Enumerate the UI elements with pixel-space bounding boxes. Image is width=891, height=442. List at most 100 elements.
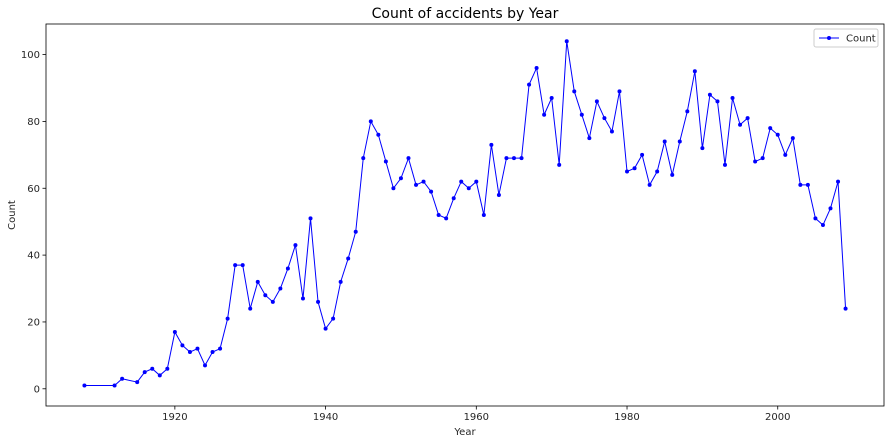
data-point bbox=[783, 152, 788, 157]
x-tick-label: 2000 bbox=[765, 412, 790, 423]
legend-box bbox=[813, 28, 879, 48]
data-point bbox=[391, 186, 396, 191]
legend-label: Count bbox=[846, 34, 876, 45]
data-point bbox=[625, 169, 630, 174]
data-point bbox=[640, 152, 645, 157]
data-point bbox=[519, 156, 524, 161]
data-point bbox=[820, 223, 825, 228]
data-point bbox=[511, 156, 516, 161]
data-point bbox=[496, 192, 501, 197]
data-point bbox=[331, 316, 336, 321]
data-point bbox=[542, 112, 547, 117]
data-point bbox=[135, 380, 140, 385]
data-point bbox=[248, 306, 253, 311]
legend-marker bbox=[827, 36, 831, 40]
data-point bbox=[760, 156, 765, 161]
data-point bbox=[459, 179, 464, 184]
data-point bbox=[805, 182, 810, 187]
data-point bbox=[421, 179, 426, 184]
data-point bbox=[670, 172, 675, 177]
data-point bbox=[798, 182, 803, 187]
data-point bbox=[323, 326, 328, 331]
data-point bbox=[293, 243, 298, 248]
y-tick-label: 80 bbox=[27, 117, 40, 128]
y-tick-label: 0 bbox=[34, 384, 40, 395]
data-point bbox=[346, 256, 351, 261]
data-point bbox=[218, 346, 223, 351]
data-point bbox=[444, 216, 449, 221]
data-point bbox=[112, 383, 117, 388]
x-tick-label: 1940 bbox=[313, 412, 338, 423]
y-tick-label: 60 bbox=[27, 184, 40, 195]
data-point bbox=[255, 279, 260, 284]
data-point bbox=[398, 176, 403, 181]
data-point bbox=[843, 306, 848, 311]
axes-frame bbox=[45, 23, 885, 407]
data-point bbox=[142, 370, 147, 375]
data-point bbox=[738, 122, 743, 127]
data-point bbox=[414, 182, 419, 187]
data-point bbox=[376, 132, 381, 137]
data-point bbox=[504, 156, 509, 161]
data-point bbox=[429, 189, 434, 194]
data-point bbox=[662, 139, 667, 144]
data-point bbox=[233, 263, 238, 268]
data-point bbox=[557, 162, 562, 167]
data-point bbox=[172, 329, 177, 334]
data-point bbox=[278, 286, 283, 291]
data-point bbox=[300, 296, 305, 301]
data-point bbox=[715, 99, 720, 104]
y-axis-label: Count bbox=[7, 200, 18, 230]
data-point bbox=[436, 213, 441, 217]
data-point bbox=[361, 156, 366, 161]
data-point bbox=[836, 179, 841, 184]
x-axis-label: Year bbox=[453, 427, 476, 438]
data-point bbox=[406, 156, 411, 161]
data-point bbox=[489, 142, 494, 147]
data-point bbox=[451, 196, 456, 201]
data-point bbox=[775, 132, 780, 137]
data-point bbox=[655, 169, 660, 174]
data-point bbox=[722, 162, 727, 167]
y-tick-label: 20 bbox=[27, 317, 40, 328]
data-point bbox=[353, 229, 358, 234]
data-point bbox=[203, 363, 208, 368]
data-point bbox=[308, 216, 313, 221]
legend: Count bbox=[813, 28, 879, 48]
plot-area: 1920 1940 1960 1980 2000 0 20 40 60 80 100 bbox=[21, 23, 885, 423]
data-point bbox=[768, 126, 773, 131]
data-point bbox=[602, 116, 607, 121]
data-point bbox=[270, 299, 275, 304]
data-point bbox=[120, 376, 125, 381]
data-point bbox=[572, 89, 577, 94]
data-point bbox=[150, 366, 155, 371]
data-point bbox=[383, 159, 388, 164]
data-point bbox=[745, 116, 750, 121]
data-point bbox=[474, 179, 479, 184]
data-point bbox=[790, 136, 795, 141]
data-point bbox=[210, 350, 215, 355]
data-point bbox=[632, 166, 637, 171]
data-point bbox=[813, 216, 818, 221]
data-point bbox=[617, 89, 622, 94]
data-point bbox=[753, 159, 758, 164]
data-point bbox=[677, 139, 682, 144]
x-tick-label: 1960 bbox=[464, 412, 489, 423]
y-tick-label: 100 bbox=[21, 50, 40, 61]
data-point bbox=[579, 112, 584, 117]
data-point bbox=[165, 366, 170, 371]
data-point bbox=[263, 293, 268, 298]
data-point bbox=[730, 96, 735, 101]
data-point bbox=[707, 92, 712, 97]
data-point bbox=[564, 39, 569, 44]
data-point bbox=[368, 119, 373, 124]
data-point bbox=[187, 350, 192, 355]
data-point bbox=[338, 279, 343, 284]
data-point bbox=[828, 206, 833, 211]
series-line-count bbox=[84, 41, 847, 386]
data-point bbox=[180, 343, 185, 348]
chart-title: Count of accidents by Year bbox=[372, 6, 559, 22]
data-point bbox=[609, 129, 614, 134]
